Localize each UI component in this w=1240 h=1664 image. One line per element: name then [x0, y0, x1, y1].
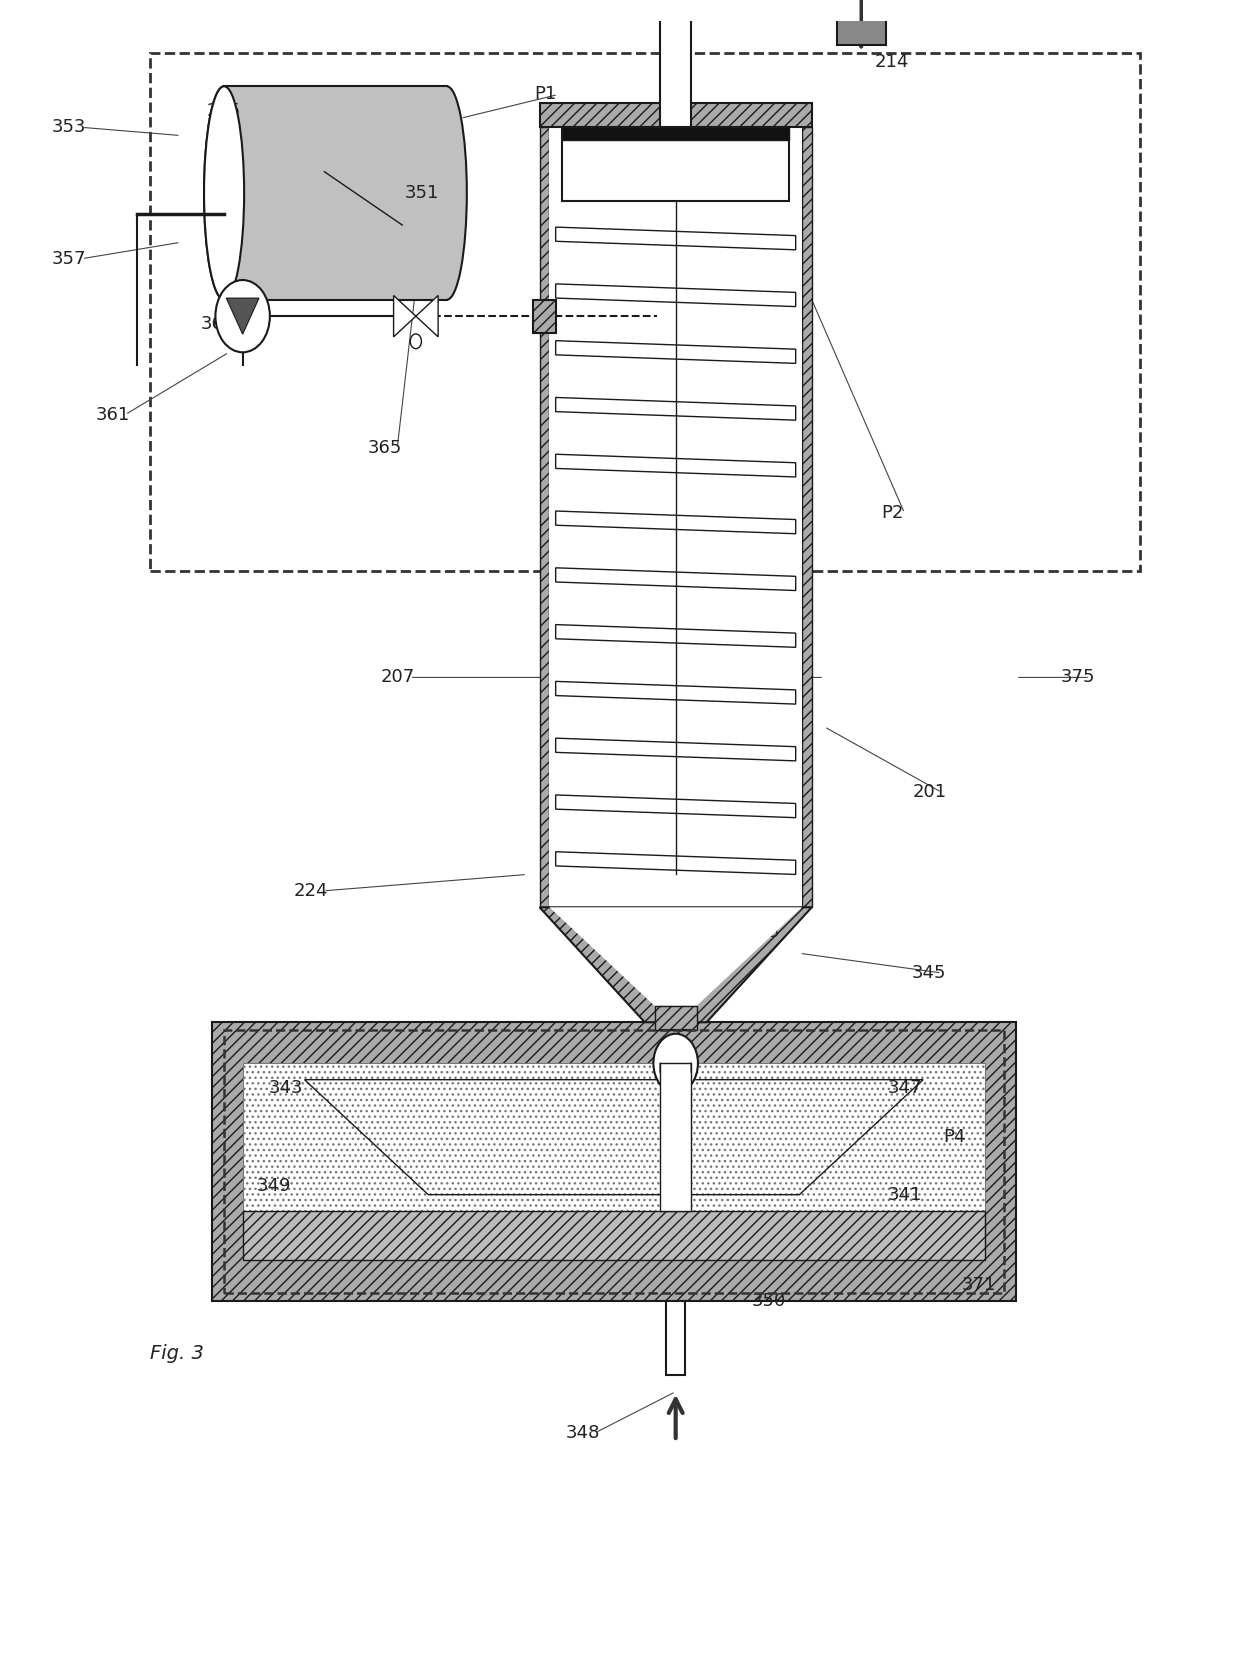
Polygon shape — [556, 341, 796, 363]
Bar — [549, 128, 802, 907]
Ellipse shape — [427, 87, 466, 300]
Text: 348: 348 — [565, 1424, 600, 1441]
Circle shape — [216, 280, 270, 353]
Polygon shape — [556, 285, 796, 306]
Text: P3: P3 — [758, 924, 780, 940]
Polygon shape — [556, 226, 796, 250]
Bar — [224, 87, 446, 300]
Text: 350: 350 — [751, 1293, 786, 1310]
Text: 224: 224 — [294, 882, 327, 900]
Circle shape — [410, 334, 422, 349]
Polygon shape — [539, 907, 812, 1022]
Polygon shape — [556, 681, 796, 704]
Polygon shape — [556, 795, 796, 817]
Bar — [533, 300, 556, 333]
Bar — [150, 53, 1140, 571]
Text: 365: 365 — [368, 439, 402, 456]
Text: 205: 205 — [207, 102, 242, 120]
Text: 357: 357 — [52, 250, 87, 268]
Bar — [243, 1211, 985, 1260]
Text: 375: 375 — [1060, 669, 1095, 687]
Bar — [666, 1301, 684, 1374]
Polygon shape — [393, 296, 415, 336]
Bar — [224, 1030, 1003, 1293]
Text: 214: 214 — [875, 53, 909, 70]
Bar — [243, 1063, 985, 1260]
Text: 343: 343 — [269, 1078, 304, 1097]
Polygon shape — [556, 852, 796, 875]
Text: 349: 349 — [257, 1178, 291, 1195]
Ellipse shape — [205, 87, 244, 300]
Polygon shape — [556, 454, 796, 478]
Text: 207: 207 — [381, 669, 414, 687]
Polygon shape — [415, 296, 438, 336]
Bar — [562, 128, 790, 201]
Polygon shape — [556, 398, 796, 421]
Polygon shape — [655, 1005, 697, 1030]
Text: P4: P4 — [942, 1128, 965, 1146]
Text: 347: 347 — [888, 1078, 921, 1097]
Bar — [837, 5, 887, 45]
Circle shape — [653, 1033, 698, 1093]
Text: Fig. 3: Fig. 3 — [150, 1345, 203, 1363]
Bar — [660, 1063, 691, 1211]
Text: 345: 345 — [913, 963, 946, 982]
Polygon shape — [556, 739, 796, 760]
Bar — [660, 12, 691, 128]
Text: 201: 201 — [913, 784, 946, 802]
Polygon shape — [539, 128, 549, 907]
Text: P2: P2 — [880, 504, 904, 522]
Polygon shape — [556, 511, 796, 534]
Polygon shape — [556, 624, 796, 647]
Polygon shape — [227, 298, 259, 334]
Polygon shape — [539, 103, 812, 128]
Text: P1: P1 — [534, 85, 557, 103]
Text: 363: 363 — [201, 316, 236, 333]
Text: 351: 351 — [404, 185, 439, 201]
Text: 353: 353 — [52, 118, 87, 136]
Bar — [243, 1063, 985, 1260]
Polygon shape — [549, 907, 802, 1005]
Text: 361: 361 — [95, 406, 130, 424]
Bar — [212, 1022, 1016, 1301]
Text: 341: 341 — [888, 1186, 921, 1203]
Ellipse shape — [205, 87, 244, 300]
Bar — [562, 128, 790, 140]
Polygon shape — [556, 567, 796, 591]
Polygon shape — [802, 128, 812, 907]
Text: 371: 371 — [961, 1276, 996, 1295]
